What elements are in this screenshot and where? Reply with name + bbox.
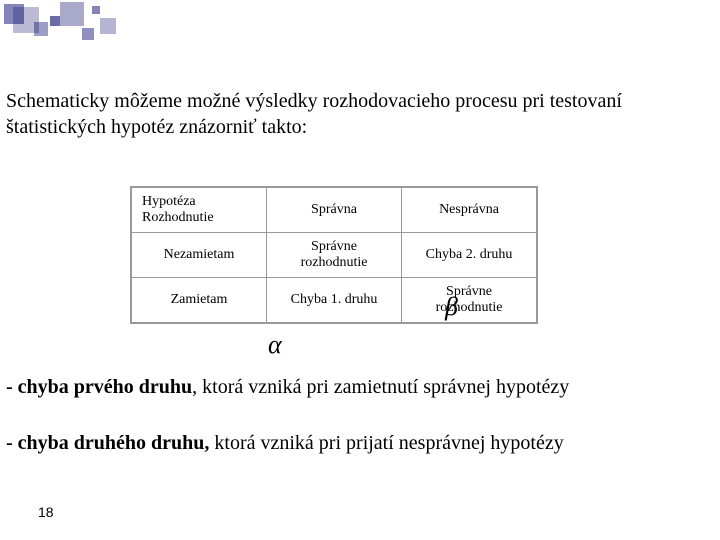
intro-text: Schematicky môžeme možné výsledky rozhod… [6, 88, 714, 140]
table-header-correct: Správna [267, 188, 402, 233]
alpha-symbol: α [268, 330, 282, 360]
table-header-incorrect: Nesprávna [402, 188, 537, 233]
cell-type2-error: Chyba 2. druhu [402, 233, 537, 278]
hdr-line1: Hypotéza [142, 194, 196, 209]
cell-correct-decision-1: Správne rozhodnutie [267, 233, 402, 278]
hdr-line2: Rozhodnutie [142, 210, 214, 225]
decision-table: Hypotéza Rozhodnutie Správna Nesprávna N… [130, 186, 538, 324]
table-header-hypothesis: Hypotéza Rozhodnutie [132, 188, 267, 233]
beta-symbol: β [445, 292, 458, 322]
b1-bold: - chyba prvého druhu [6, 376, 192, 398]
row-reject: Zamietam [132, 278, 267, 323]
cell-correct-decision-2: Správne rozhodnutie [402, 278, 537, 323]
slide-decoration [0, 0, 720, 40]
b1-rest: , ktorá vzniká pri zamietnutí správnej h… [192, 376, 569, 398]
cell-type1-error: Chyba 1. druhu [267, 278, 402, 323]
page-number: 18 [38, 504, 54, 520]
bullet-type1-error: - chyba prvého druhu, ktorá vzniká pri z… [6, 376, 716, 399]
b2-bold: - chyba druhého druhu, [6, 432, 209, 454]
b2-rest: ktorá vzniká pri prijatí nesprávnej hypo… [209, 432, 563, 454]
bullet-type2-error: - chyba druhého druhu, ktorá vzniká pri … [6, 432, 716, 455]
row-not-reject: Nezamietam [132, 233, 267, 278]
